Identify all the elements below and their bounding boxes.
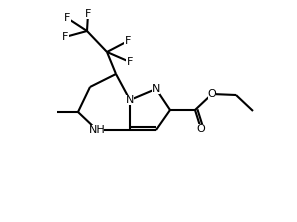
Text: O: O: [208, 89, 217, 99]
Bar: [61, 32, 69, 42]
Text: N: N: [152, 84, 160, 94]
Bar: [208, 89, 216, 99]
Bar: [197, 124, 205, 134]
Bar: [84, 9, 92, 19]
Bar: [124, 36, 132, 46]
Text: N: N: [126, 95, 134, 105]
Bar: [152, 84, 160, 94]
Text: F: F: [64, 13, 70, 23]
Bar: [126, 57, 134, 67]
Text: F: F: [125, 36, 131, 46]
Text: F: F: [62, 32, 68, 42]
Bar: [63, 13, 71, 23]
Text: F: F: [85, 9, 91, 19]
Bar: [126, 95, 134, 105]
Bar: [90, 125, 104, 135]
Text: O: O: [197, 124, 205, 134]
Text: F: F: [127, 57, 133, 67]
Text: NH: NH: [89, 125, 105, 135]
